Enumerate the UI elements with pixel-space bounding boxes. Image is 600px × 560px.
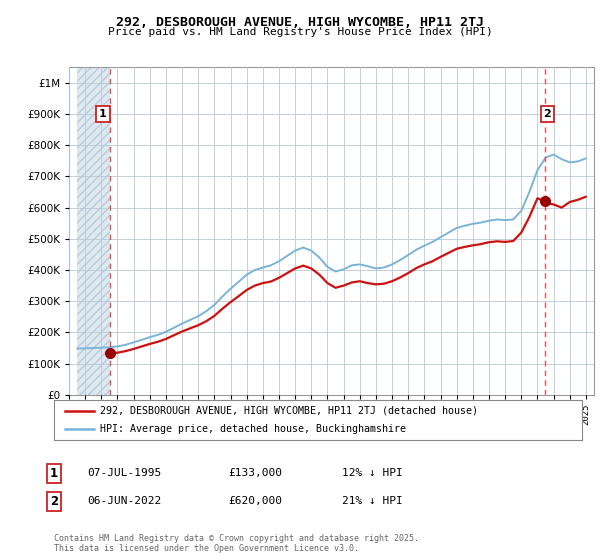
Text: £133,000: £133,000: [228, 468, 282, 478]
Text: £620,000: £620,000: [228, 496, 282, 506]
Text: 1: 1: [50, 466, 58, 480]
Text: 12% ↓ HPI: 12% ↓ HPI: [342, 468, 403, 478]
Text: 2: 2: [50, 494, 58, 508]
Text: 07-JUL-1995: 07-JUL-1995: [87, 468, 161, 478]
Text: 292, DESBOROUGH AVENUE, HIGH WYCOMBE, HP11 2TJ (detached house): 292, DESBOROUGH AVENUE, HIGH WYCOMBE, HP…: [100, 406, 478, 416]
Bar: [77, 67, 110, 395]
Text: Contains HM Land Registry data © Crown copyright and database right 2025.
This d: Contains HM Land Registry data © Crown c…: [54, 534, 419, 553]
Text: 21% ↓ HPI: 21% ↓ HPI: [342, 496, 403, 506]
Text: HPI: Average price, detached house, Buckinghamshire: HPI: Average price, detached house, Buck…: [100, 424, 406, 434]
Text: 2: 2: [543, 109, 551, 119]
Text: Price paid vs. HM Land Registry's House Price Index (HPI): Price paid vs. HM Land Registry's House …: [107, 27, 493, 37]
Text: 1: 1: [99, 109, 107, 119]
Text: 292, DESBOROUGH AVENUE, HIGH WYCOMBE, HP11 2TJ: 292, DESBOROUGH AVENUE, HIGH WYCOMBE, HP…: [116, 16, 484, 29]
Text: 06-JUN-2022: 06-JUN-2022: [87, 496, 161, 506]
